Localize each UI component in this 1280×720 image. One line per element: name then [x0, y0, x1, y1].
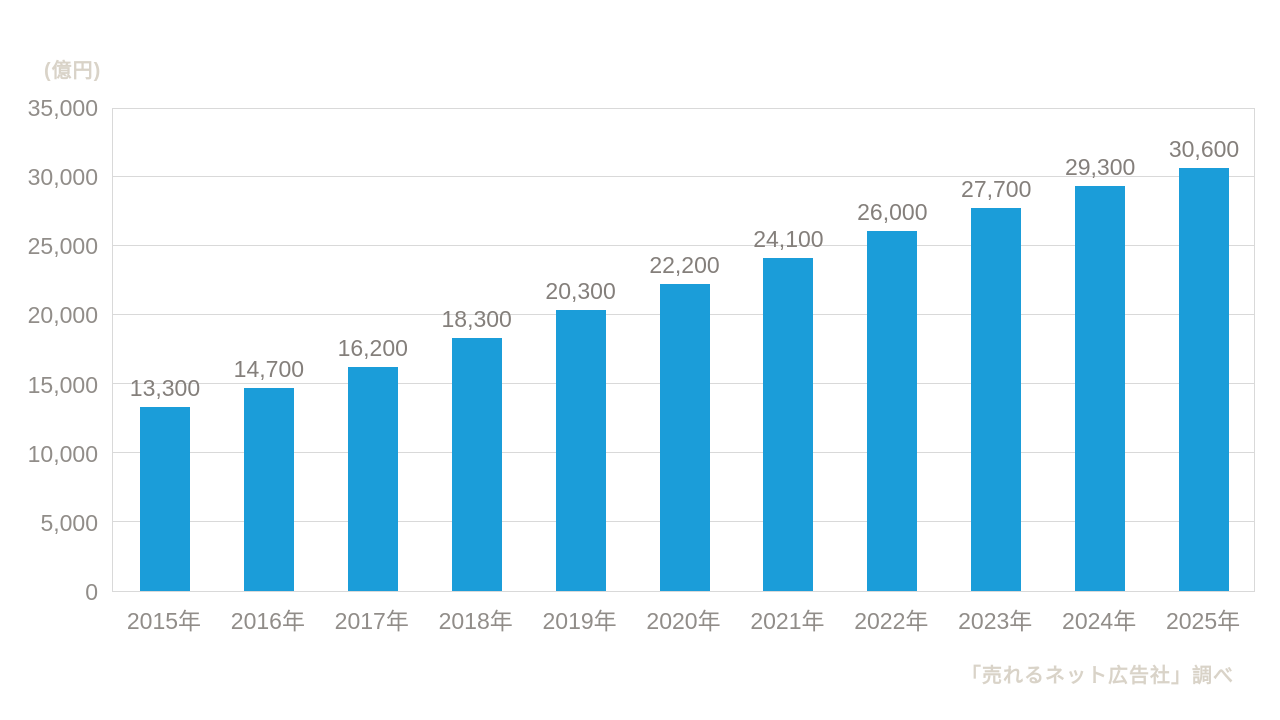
y-tick-label: 20,000 [27, 302, 98, 329]
bar: 13,300 [130, 375, 200, 591]
x-tick-label: 2022年 [854, 608, 929, 634]
bar: 16,200 [338, 335, 408, 591]
bar-value-label: 20,300 [545, 277, 616, 304]
x-tick-label: 2020年 [646, 608, 721, 634]
x-tick-label: 2016年 [230, 608, 305, 634]
bar: 22,200 [649, 252, 720, 591]
x-tick-label: 2019年 [542, 608, 617, 634]
y-tick-label: 25,000 [27, 233, 98, 260]
bar: 26,000 [857, 199, 927, 591]
bar: 30,600 [1169, 136, 1239, 591]
x-tick-label: 2017年 [334, 608, 409, 634]
x-tick-label: 2018年 [438, 608, 513, 634]
y-axis-unit-label: (億円) [44, 60, 102, 82]
x-tick-label: 2023年 [958, 608, 1033, 634]
y-tick-label: 0 [85, 579, 98, 605]
bar-value-label: 27,700 [961, 175, 1032, 202]
bar: 20,300 [545, 278, 616, 591]
y-tick-label: 15,000 [27, 371, 98, 398]
y-tick-label: 10,000 [27, 440, 98, 467]
x-tick-label: 2021年 [750, 608, 825, 634]
x-tick-label: 2015年 [126, 608, 202, 634]
gridline [113, 244, 1254, 246]
x-tick-label: 2025年 [1165, 608, 1241, 634]
bar-value-label: 13,300 [129, 374, 201, 401]
bar: 18,300 [441, 306, 512, 591]
bar-value-label: 16,200 [337, 334, 408, 361]
y-tick-label: 5,000 [40, 509, 98, 536]
bar-value-label: 24,100 [753, 225, 824, 252]
bar-value-label: 18,300 [441, 305, 512, 332]
bar-value-label: 22,200 [649, 251, 720, 278]
bar-value-label: 26,000 [857, 198, 928, 225]
plot-area: 13,300 14,700 16,200 18,300 20,300 22,200 24,1… [112, 108, 1255, 592]
bar: 14,700 [234, 356, 304, 591]
bar: 24,100 [753, 226, 824, 591]
x-tick-label: 2024年 [1062, 608, 1137, 634]
bar-value-label: 30,600 [1168, 135, 1240, 162]
source-attribution: 「売れるネット広告社」調べ [961, 665, 1234, 687]
gridline [113, 175, 1254, 177]
bar-value-label: 14,700 [233, 355, 305, 382]
bar-value-label: 29,300 [1064, 153, 1136, 180]
y-tick-label: 35,000 [27, 95, 98, 121]
bar: 29,300 [1065, 154, 1135, 591]
bar: 27,700 [961, 176, 1031, 591]
y-tick-label: 30,000 [27, 164, 98, 191]
